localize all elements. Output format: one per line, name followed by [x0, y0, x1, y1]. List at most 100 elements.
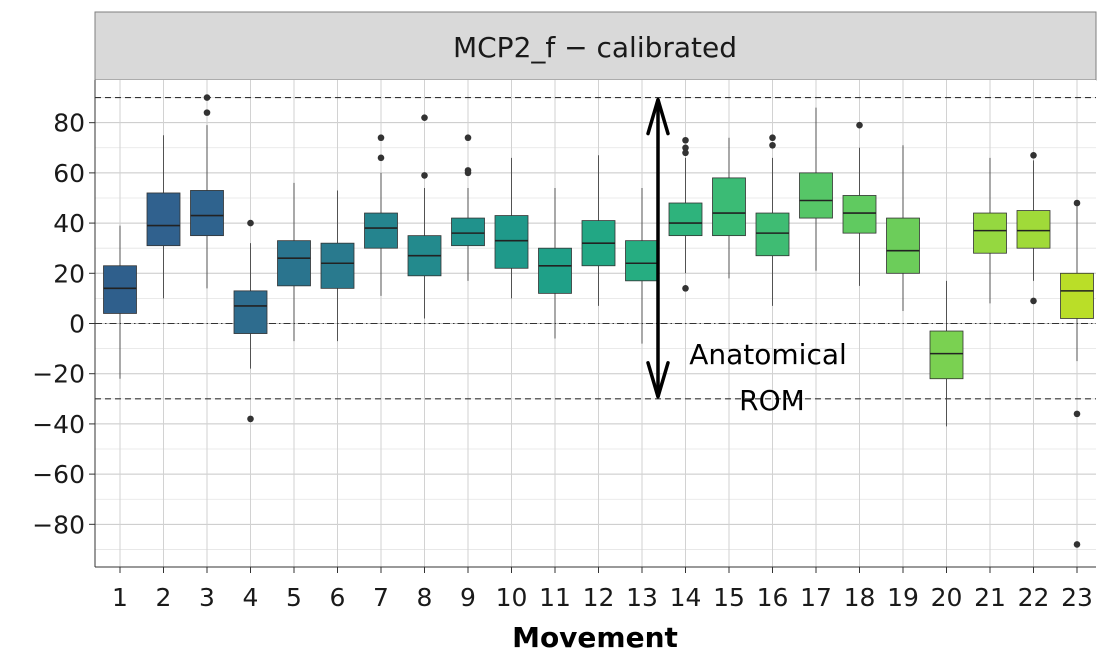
y-axis-ticks: 80 60 40 20 0 −20 −40 −60 −80: [32, 109, 95, 539]
outlier-point: [682, 149, 689, 157]
x-tick-label: 11: [539, 583, 571, 612]
box-movement-14: [668, 136, 703, 292]
outlier-point: [769, 141, 776, 149]
box-movement-10: [494, 157, 529, 299]
x-tick-label: 21: [974, 583, 1006, 612]
box-iqr: [929, 330, 964, 380]
outlier-point: [377, 154, 385, 162]
rom-annotation: Anatomical ROM: [646, 97, 847, 417]
outlier-point: [464, 167, 472, 174]
box-movement-13: [625, 187, 659, 344]
box-movement-9: [451, 134, 485, 281]
box-iqr: [103, 265, 137, 314]
outlier-point: [421, 114, 428, 121]
x-tick-label: 10: [496, 583, 528, 612]
box-movement-1: [103, 225, 137, 379]
box-iqr: [1016, 210, 1051, 249]
x-tick-label: 3: [199, 583, 215, 612]
annotation-line-2: ROM: [739, 384, 805, 417]
box-movement-21: [973, 157, 1007, 304]
x-tick-label: 17: [800, 583, 832, 612]
box-movement-23: [1060, 199, 1094, 548]
box-iqr: [973, 212, 1007, 254]
box-movement-12: [581, 155, 616, 306]
box-iqr: [538, 247, 572, 294]
x-tick-label: 4: [243, 583, 259, 612]
x-tick-label: 16: [757, 583, 789, 612]
box-iqr: [755, 212, 790, 257]
outlier-point: [769, 134, 776, 142]
outlier-point: [1030, 152, 1037, 159]
x-tick-label: 1: [112, 583, 128, 612]
x-tick-label: 2: [156, 583, 172, 612]
box-movement-4: [233, 219, 268, 423]
rom-arrow-head-down: [646, 361, 670, 399]
outlier-point: [247, 415, 254, 423]
x-tick-label: 22: [1018, 583, 1050, 612]
box-iqr: [277, 240, 311, 287]
y-tick-label: 40: [53, 209, 85, 238]
x-axis-title: Movement: [512, 621, 678, 654]
x-tick-label: 12: [583, 583, 615, 612]
box-iqr: [799, 172, 833, 219]
annotation-line-1: Anatomical: [689, 338, 847, 371]
box-movement-2: [146, 135, 181, 299]
y-tick-label: −60: [32, 460, 85, 489]
outlier-point: [682, 144, 689, 152]
x-tick-label: 15: [713, 583, 745, 612]
outlier-point: [682, 136, 689, 144]
box-iqr: [668, 202, 703, 237]
x-tick-label: 13: [626, 583, 658, 612]
y-tick-label: 80: [53, 109, 85, 138]
box-movement-19: [886, 145, 920, 311]
box-movement-3: [190, 94, 224, 289]
y-tick-label: 0: [69, 310, 85, 339]
box-iqr: [146, 192, 181, 247]
box-iqr: [842, 195, 877, 234]
reference-lines: [95, 96, 1096, 400]
boxes: [103, 94, 1094, 548]
x-axis-ticks: 1 2 3 4 5 6 7 8 9 10 11 12 13 14 15 16 17 18 19 20 21 22 23: [112, 567, 1093, 612]
box-iqr: [233, 290, 268, 334]
box-iqr: [320, 242, 355, 289]
box-iqr: [712, 177, 746, 237]
x-tick-label: 9: [460, 583, 476, 612]
x-tick-label: 7: [373, 583, 389, 612]
outlier-point: [203, 109, 211, 116]
box-movement-7: [364, 134, 398, 296]
box-movement-15: [712, 137, 746, 279]
x-tick-label: 23: [1061, 583, 1093, 612]
x-tick-label: 19: [887, 583, 919, 612]
x-tick-label: 6: [330, 583, 346, 612]
outlier-point: [203, 94, 211, 101]
box-movement-5: [277, 182, 311, 342]
x-tick-label: 20: [931, 583, 963, 612]
box-iqr: [190, 190, 224, 237]
box-movement-11: [538, 187, 572, 339]
box-iqr: [1060, 272, 1094, 319]
outlier-point: [682, 285, 689, 292]
x-tick-label: 5: [286, 583, 302, 612]
outlier-point: [1073, 541, 1081, 548]
box-movement-20: [929, 280, 964, 427]
facet-strip: [94, 11, 1097, 81]
box-movement-16: [755, 134, 790, 306]
x-tick-label: 14: [670, 583, 702, 612]
box-iqr: [625, 240, 659, 282]
box-iqr: [494, 215, 529, 269]
x-tick-label: 8: [417, 583, 433, 612]
outlier-point: [856, 121, 863, 129]
rom-arrow-head-up: [646, 97, 670, 136]
outlier-point: [421, 172, 428, 179]
outlier-point: [1073, 199, 1081, 207]
y-tick-label: −20: [32, 360, 85, 389]
x-tick-label: 18: [844, 583, 876, 612]
y-tick-label: −40: [32, 410, 85, 439]
outlier-point: [1073, 410, 1081, 418]
outlier-point: [377, 134, 385, 142]
box-iqr: [886, 217, 920, 274]
outlier-point: [247, 219, 254, 227]
box-movement-6: [320, 190, 355, 342]
y-tick-label: 60: [53, 159, 85, 188]
